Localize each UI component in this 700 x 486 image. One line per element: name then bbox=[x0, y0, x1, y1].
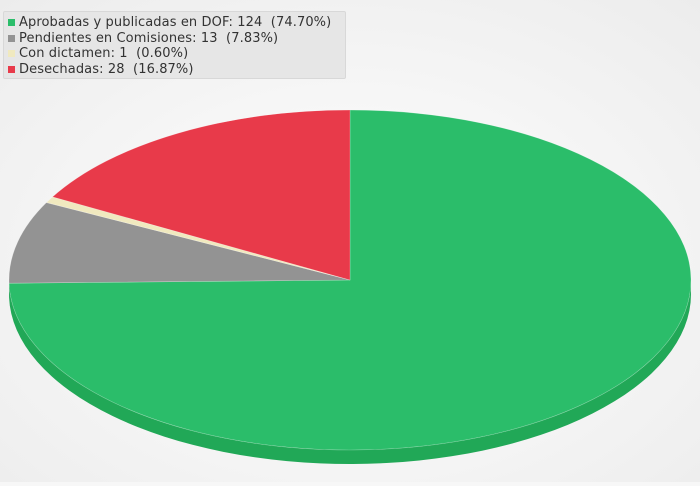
legend-label: Pendientes en Comisiones: 13 (7.83%) bbox=[19, 31, 278, 46]
legend-swatch-aprobadas bbox=[8, 19, 15, 26]
pie-slices bbox=[9, 110, 691, 450]
legend-swatch-con-dictamen bbox=[8, 50, 15, 57]
legend-label: Con dictamen: 1 (0.60%) bbox=[19, 46, 188, 61]
legend-swatch-desechadas bbox=[8, 66, 15, 73]
legend-label: Aprobadas y publicadas en DOF: 124 (74.7… bbox=[19, 15, 331, 30]
legend-item-pendientes[interactable]: Pendientes en Comisiones: 13 (7.83%) bbox=[8, 31, 345, 47]
legend-label: Desechadas: 28 (16.87%) bbox=[19, 62, 194, 77]
legend-item-con-dictamen[interactable]: Con dictamen: 1 (0.60%) bbox=[8, 46, 345, 62]
legend-item-aprobadas[interactable]: Aprobadas y publicadas en DOF: 124 (74.7… bbox=[8, 15, 345, 31]
legend: Aprobadas y publicadas en DOF: 124 (74.7… bbox=[3, 11, 346, 79]
legend-swatch-pendientes bbox=[8, 35, 15, 42]
legend-item-desechadas[interactable]: Desechadas: 28 (16.87%) bbox=[8, 62, 345, 78]
